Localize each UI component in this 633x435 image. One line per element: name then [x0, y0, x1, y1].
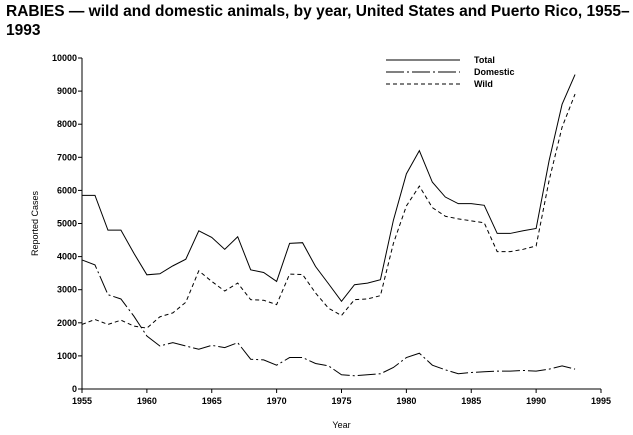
series-line-total	[82, 74, 576, 303]
y-tick-label: 8000	[57, 119, 77, 129]
legend-label-wild: Wild	[474, 79, 493, 89]
x-tick-label: 1980	[396, 396, 416, 406]
x-tick-label: 1985	[461, 396, 481, 406]
x-axis-label: Year	[332, 420, 350, 430]
x-tick-label: 1960	[137, 396, 157, 406]
chart-title: RABIES — wild and domestic animals, by y…	[6, 3, 630, 39]
axes: 0 1000 2000 3000 4000 5000 6000 7000 8000 9000 100…	[52, 53, 611, 406]
x-tick-label: 1975	[331, 396, 351, 406]
y-tick-label: 3000	[57, 285, 77, 295]
y-tick-label: 10000	[52, 53, 77, 63]
x-tick-label: 1965	[202, 396, 222, 406]
x-tick-label: 1990	[526, 396, 546, 406]
y-tick-label: 7000	[57, 152, 77, 162]
legend-label-total: Total	[474, 55, 495, 65]
legend-label-domestic: Domestic	[474, 67, 515, 77]
y-tick-label: 1000	[57, 351, 77, 361]
series-line-domestic	[81, 259, 576, 377]
y-tick-label: 6000	[57, 185, 77, 195]
y-tick-label: 5000	[57, 219, 77, 229]
x-tick-label: 1955	[72, 396, 92, 406]
x-tick-label: 1995	[591, 396, 611, 406]
legend: Total Domestic Wild	[386, 55, 515, 89]
y-tick-label: 4000	[57, 252, 77, 262]
y-axis-label: Reported Cases	[30, 190, 40, 256]
series-layer	[81, 74, 576, 377]
series-line-wild	[81, 93, 576, 329]
y-tick-label: 2000	[57, 318, 77, 328]
y-tick-label: 0	[72, 384, 77, 394]
x-tick-label: 1970	[267, 396, 287, 406]
y-tick-label: 9000	[57, 86, 77, 96]
